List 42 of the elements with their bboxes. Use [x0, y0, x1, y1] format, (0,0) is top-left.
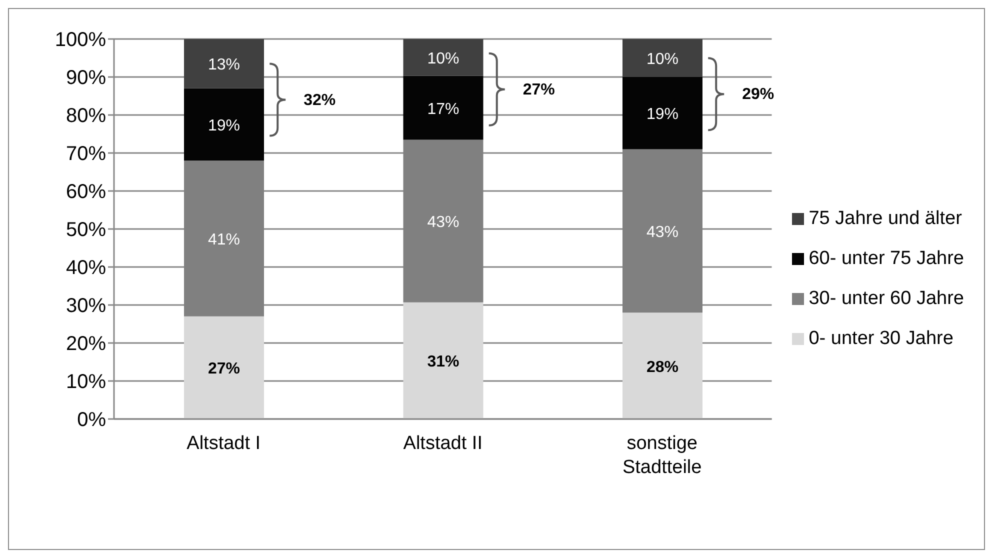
bar [622, 39, 702, 77]
y-tick-label: 60% [66, 181, 106, 204]
y-tick-label: 20% [66, 333, 106, 356]
x-tick-label: Altstadt II [403, 433, 482, 454]
bar [184, 88, 264, 161]
annotation: 32% [304, 92, 336, 109]
bar [403, 76, 484, 140]
x-tick-label: Altstadt I [186, 433, 261, 454]
y-tick-label: 50% [66, 219, 106, 242]
annotation: 29% [742, 86, 774, 104]
data-label: 19% [208, 118, 240, 134]
bar [184, 39, 264, 88]
data-label: 27% [208, 360, 240, 378]
data-label: 19% [646, 106, 679, 124]
y-tick-label: 0% [77, 409, 106, 432]
y-tick-label: 10% [66, 371, 106, 394]
x-tick-label: sonstige Stadtteile [622, 433, 702, 478]
legend-label: 60- unter 75 Jahre [808, 247, 964, 271]
y-tick-label: 70% [66, 143, 106, 166]
data-label: 43% [646, 224, 679, 241]
y-tick-label: 100% [54, 29, 106, 52]
data-label: 17% [427, 100, 460, 118]
y-tick-label: 30% [66, 295, 106, 318]
y-tick-label: 80% [66, 105, 106, 128]
legend-label: 30- unter 60 Jahre [808, 287, 964, 311]
data-label: 28% [646, 358, 679, 376]
legend-label: 75 Jahre und älter [808, 207, 962, 231]
data-label: 10% [427, 50, 460, 68]
legend-label: 0- unter 30 Jahre [808, 327, 954, 351]
bar [403, 302, 484, 419]
bar [622, 77, 702, 150]
data-label: 10% [646, 51, 679, 68]
bar [622, 312, 702, 419]
data-label: 43% [427, 214, 460, 232]
y-tick-label: 40% [66, 257, 106, 280]
y-tick-label: 90% [66, 67, 106, 90]
bar [184, 316, 264, 419]
data-label: 31% [427, 354, 460, 371]
annotation: 27% [522, 81, 555, 98]
data-label: 41% [208, 232, 240, 248]
data-label: 13% [208, 56, 240, 74]
bar [403, 39, 484, 76]
